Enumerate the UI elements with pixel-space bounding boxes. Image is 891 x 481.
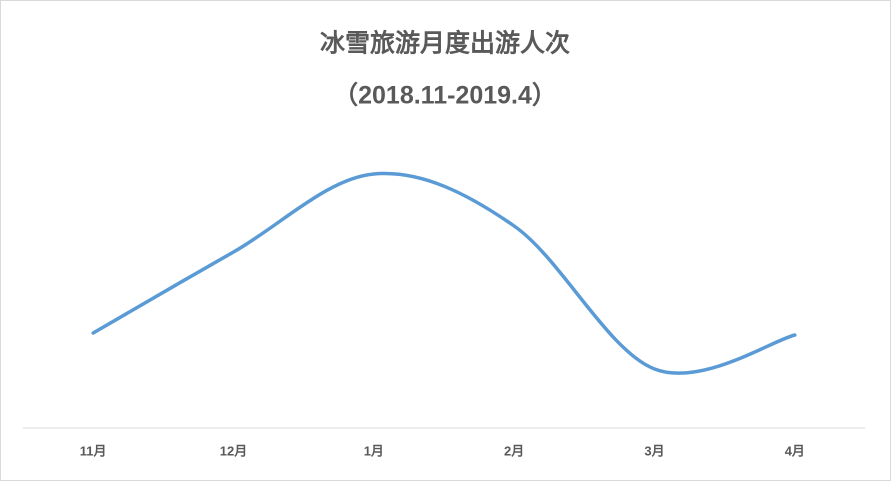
chart-title: 冰雪旅游月度出游人次: [320, 29, 570, 58]
x-tick-label: 12月: [220, 443, 247, 458]
x-tick-label: 2月: [504, 443, 524, 458]
chart-subtitle: （2018.11-2019.4）: [333, 81, 557, 110]
x-tick-label: 1月: [364, 443, 384, 458]
x-tick-label: 4月: [785, 443, 805, 458]
x-tick-label: 3月: [644, 443, 664, 458]
x-tick-label: 11月: [80, 443, 107, 458]
data-line: [91, 171, 797, 375]
